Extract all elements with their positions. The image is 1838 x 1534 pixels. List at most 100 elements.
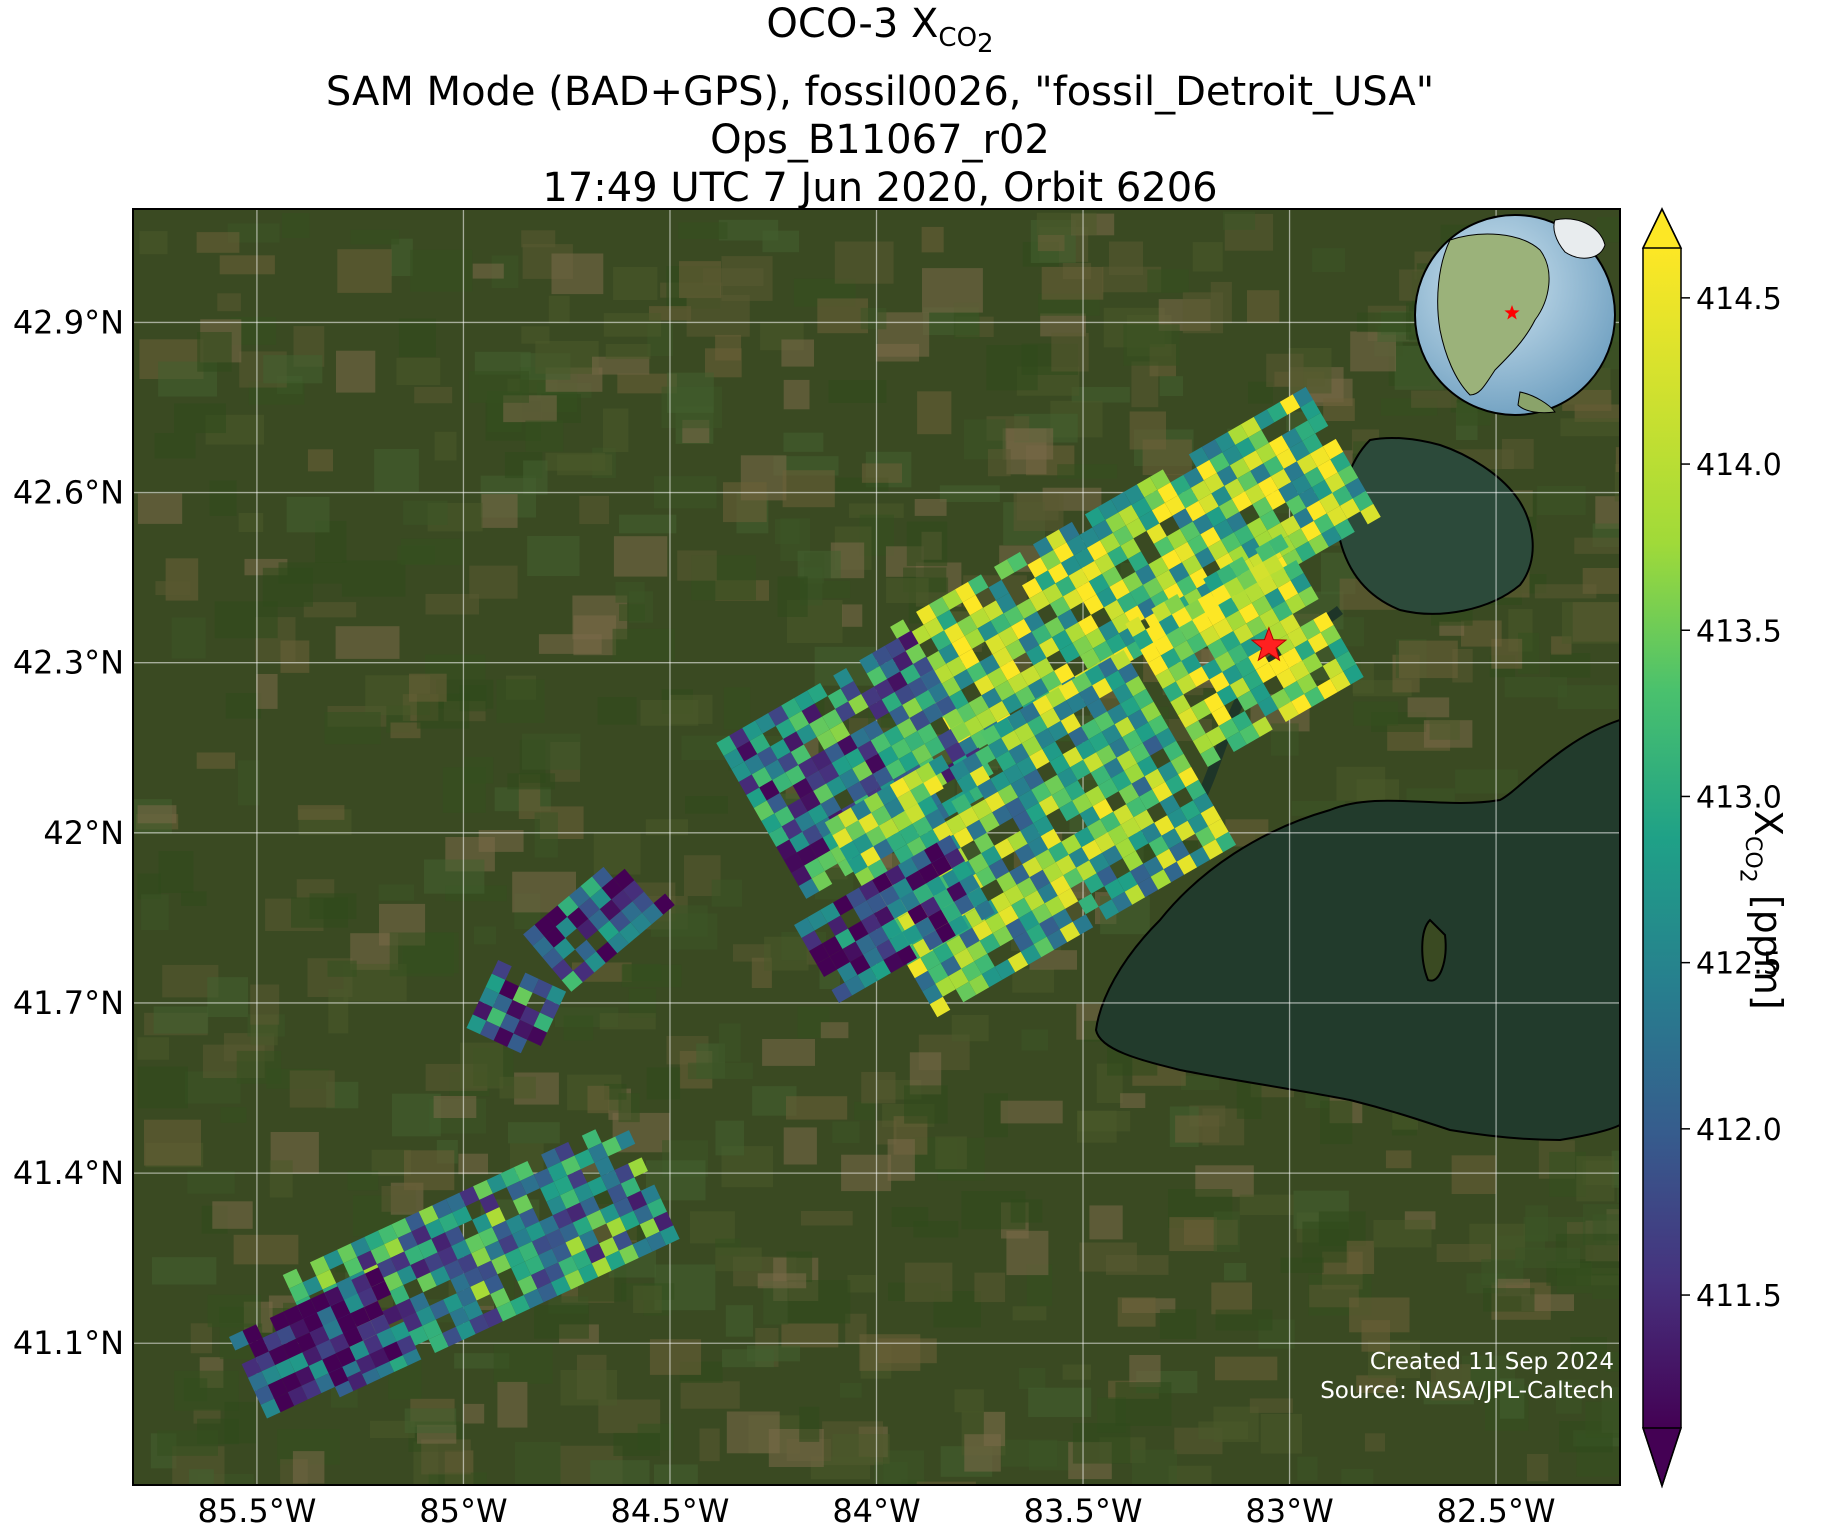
- sounding-pixel: [1252, 716, 1273, 737]
- sounding-pixel: [507, 1033, 528, 1054]
- sounding-pixel: [1319, 492, 1340, 514]
- sounding-pixel: [796, 724, 817, 745]
- sounding-pixel: [1163, 740, 1184, 762]
- sounding-pixel: [928, 682, 949, 704]
- sounding-pixel: [1142, 577, 1164, 598]
- sounding-pixel: [1031, 782, 1052, 803]
- sounding-pixel: [1291, 693, 1312, 715]
- lake-erie: [1094, 718, 1620, 1142]
- sounding-pixel: [1020, 944, 1042, 965]
- field-patch: [525, 420, 564, 452]
- field-patch: [718, 1023, 741, 1062]
- sounding-pixel: [792, 778, 814, 799]
- xco2-swath: [1125, 534, 1364, 767]
- field-patch: [1504, 676, 1568, 698]
- field-patch: [1120, 1093, 1146, 1108]
- sounding-pixel: [927, 963, 949, 984]
- sounding-pixel: [809, 716, 830, 738]
- sounding-pixel: [1181, 653, 1202, 675]
- sounding-pixel: [805, 770, 827, 791]
- sounding-pixel: [1051, 787, 1073, 809]
- sounding-pixel: [1335, 650, 1357, 672]
- sounding-pixel: [1073, 547, 1095, 569]
- sounding-pixel: [1094, 832, 1116, 853]
- field-patch: [859, 1334, 921, 1371]
- sounding-pixel: [985, 633, 1006, 655]
- sounding-pixel: [848, 921, 869, 942]
- sounding-pixel: [1045, 529, 1067, 550]
- latitude-tick-label: 42.3°N: [13, 644, 124, 682]
- sounding-pixel: [537, 1282, 558, 1303]
- sounding-pixel: [581, 1129, 602, 1150]
- sounding-pixel: [1041, 670, 1062, 692]
- field-patch: [1159, 376, 1184, 396]
- sounding-pixel: [1259, 608, 1280, 630]
- sounding-pixel: [817, 850, 838, 871]
- sounding-pixel: [1092, 798, 1114, 820]
- sounding-pixel: [1015, 685, 1036, 707]
- sounding-pixel: [410, 1258, 431, 1279]
- sounding-pixel: [646, 1231, 667, 1252]
- sounding-pixel: [1186, 633, 1208, 654]
- sounding-pixel: [1094, 553, 1115, 574]
- sounding-pixel: [1214, 431, 1236, 453]
- sounding-pixel: [985, 912, 1006, 934]
- sounding-pixel: [1259, 509, 1281, 531]
- field-patch: [1109, 241, 1143, 275]
- sounding-pixel: [918, 863, 939, 884]
- field-patch: [197, 1473, 254, 1485]
- map-frame: [132, 208, 1621, 1486]
- sounding-pixel: [1300, 619, 1321, 640]
- sounding-pixel: [1285, 593, 1306, 615]
- field-patch: [1297, 1456, 1318, 1481]
- sounding-pixel: [1145, 622, 1167, 643]
- sounding-pixel: [1130, 863, 1151, 885]
- sounding-pixel: [1079, 527, 1100, 548]
- sounding-pixel: [622, 880, 644, 902]
- sounding-pixel: [818, 763, 840, 784]
- sounding-pixel: [1155, 569, 1177, 591]
- field-patch: [481, 494, 518, 528]
- sounding-pixel: [491, 1254, 512, 1275]
- sounding-pixel: [861, 686, 882, 708]
- sounding-pixel: [328, 1366, 349, 1387]
- sounding-pixel: [905, 643, 927, 665]
- field-patch: [225, 693, 262, 719]
- sounding-pixel: [768, 826, 790, 847]
- sounding-pixel: [1263, 455, 1284, 477]
- sounding-pixel: [1059, 800, 1080, 822]
- sounding-pixel: [953, 948, 975, 969]
- field-patch: [847, 1275, 876, 1293]
- field-patch: [1016, 492, 1059, 521]
- field-patch: [433, 1096, 477, 1118]
- sounding-pixel: [1005, 918, 1027, 939]
- field-patch: [381, 1186, 416, 1212]
- sounding-pixel: [964, 628, 986, 649]
- sounding-pixel: [990, 613, 1012, 634]
- sounding-pixel: [1270, 567, 1291, 589]
- sounding-pixel: [557, 895, 579, 917]
- sounding-pixel: [478, 1227, 499, 1248]
- sounding-pixel: [1255, 442, 1277, 464]
- sounding-pixel: [1285, 494, 1307, 516]
- sounding-pixel: [1125, 517, 1147, 539]
- sounding-pixel: [1189, 567, 1210, 589]
- field-patch: [378, 884, 415, 901]
- sounding-pixel: [774, 805, 795, 827]
- sounding-pixel: [857, 967, 879, 988]
- sounding-pixel: [1003, 884, 1025, 906]
- field-patch: [1385, 1150, 1412, 1169]
- sounding-pixel: [1058, 521, 1080, 543]
- field-patch: [832, 1434, 890, 1464]
- field-patch: [1560, 418, 1620, 437]
- sounding-pixel: [881, 692, 903, 713]
- field-patch: [820, 1022, 849, 1039]
- sounding-pixel: [816, 956, 838, 977]
- sounding-pixel: [1070, 759, 1091, 781]
- sounding-pixel: [955, 581, 976, 603]
- field-patch: [633, 1285, 662, 1314]
- sounding-pixel: [1094, 711, 1115, 732]
- sounding-pixel: [242, 1324, 263, 1345]
- sounding-pixel: [837, 961, 858, 983]
